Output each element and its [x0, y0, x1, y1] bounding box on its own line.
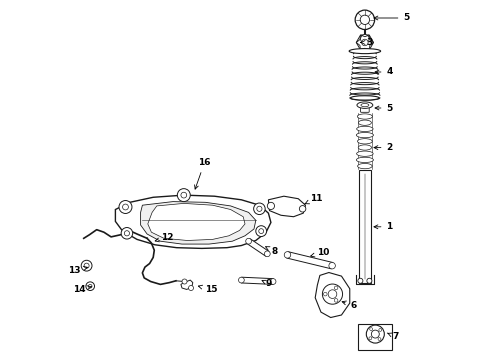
FancyBboxPatch shape — [358, 324, 392, 350]
Circle shape — [328, 290, 337, 298]
Circle shape — [119, 201, 132, 213]
Circle shape — [84, 263, 89, 268]
Circle shape — [362, 39, 368, 46]
Circle shape — [299, 206, 306, 212]
Circle shape — [378, 338, 381, 341]
Text: 4: 4 — [375, 68, 393, 77]
Text: 5: 5 — [374, 13, 410, 22]
Ellipse shape — [361, 104, 369, 107]
FancyBboxPatch shape — [361, 104, 369, 112]
Circle shape — [361, 35, 369, 43]
Circle shape — [329, 262, 335, 269]
Circle shape — [239, 277, 245, 283]
Text: 5: 5 — [375, 104, 392, 112]
Circle shape — [334, 298, 338, 302]
Text: 9: 9 — [262, 279, 272, 288]
Circle shape — [355, 10, 374, 30]
Polygon shape — [287, 252, 333, 269]
Polygon shape — [141, 202, 256, 244]
Text: 3: 3 — [361, 38, 373, 47]
Text: 2: 2 — [374, 143, 392, 152]
Circle shape — [181, 192, 187, 198]
Circle shape — [245, 238, 251, 244]
Ellipse shape — [357, 126, 373, 131]
Circle shape — [268, 202, 274, 210]
Ellipse shape — [350, 96, 379, 100]
Ellipse shape — [358, 139, 372, 144]
Ellipse shape — [356, 132, 373, 138]
Circle shape — [370, 328, 372, 330]
FancyBboxPatch shape — [359, 170, 370, 283]
Polygon shape — [315, 273, 350, 318]
Circle shape — [270, 279, 276, 284]
Polygon shape — [269, 196, 305, 217]
Circle shape — [81, 260, 92, 271]
Circle shape — [334, 286, 338, 290]
Circle shape — [124, 231, 129, 236]
Circle shape — [177, 189, 190, 202]
Polygon shape — [181, 280, 193, 289]
Text: 12: 12 — [155, 233, 174, 242]
Circle shape — [367, 278, 372, 283]
Polygon shape — [356, 35, 373, 50]
Circle shape — [257, 206, 262, 211]
Circle shape — [367, 325, 384, 343]
Circle shape — [256, 226, 267, 237]
Circle shape — [265, 251, 270, 257]
Polygon shape — [116, 195, 271, 248]
Text: 1: 1 — [374, 222, 392, 231]
Ellipse shape — [356, 157, 373, 162]
Circle shape — [284, 252, 291, 258]
Ellipse shape — [358, 120, 371, 125]
Text: 10: 10 — [311, 248, 329, 257]
Text: 13: 13 — [68, 266, 88, 275]
Ellipse shape — [358, 145, 371, 150]
Ellipse shape — [349, 49, 381, 54]
Ellipse shape — [357, 151, 373, 156]
Text: 16: 16 — [195, 158, 211, 189]
Circle shape — [369, 337, 372, 340]
Text: 15: 15 — [198, 285, 217, 294]
Circle shape — [182, 279, 187, 284]
Circle shape — [323, 292, 327, 296]
Polygon shape — [148, 203, 245, 240]
Circle shape — [322, 284, 343, 304]
Circle shape — [254, 203, 265, 215]
Circle shape — [189, 285, 194, 291]
Circle shape — [121, 228, 133, 239]
Text: 6: 6 — [342, 301, 357, 310]
Text: 8: 8 — [266, 247, 277, 256]
Ellipse shape — [357, 102, 373, 108]
Text: 14: 14 — [74, 285, 92, 294]
Text: 7: 7 — [387, 332, 399, 341]
Circle shape — [88, 284, 92, 288]
Circle shape — [86, 282, 95, 291]
Circle shape — [360, 15, 369, 24]
Text: 11: 11 — [304, 194, 322, 204]
Circle shape — [122, 204, 128, 210]
Circle shape — [259, 229, 264, 234]
Ellipse shape — [357, 114, 372, 119]
Circle shape — [379, 328, 382, 331]
Polygon shape — [247, 239, 269, 256]
Ellipse shape — [358, 163, 372, 169]
Polygon shape — [241, 277, 273, 284]
Circle shape — [371, 330, 379, 338]
Circle shape — [358, 278, 363, 283]
